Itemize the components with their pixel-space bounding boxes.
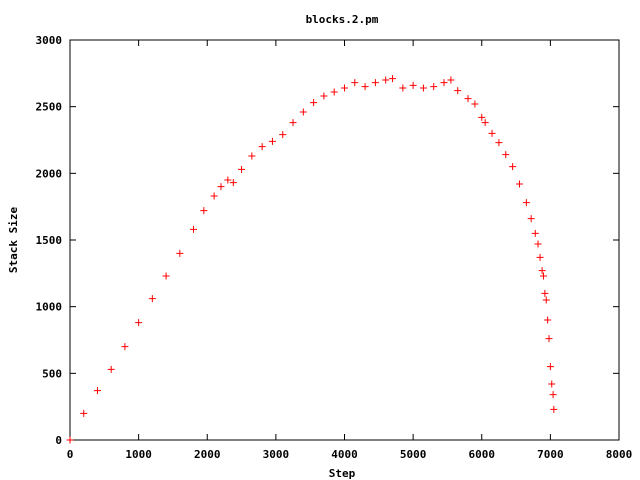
x-tick-label: 4000 [331, 448, 358, 461]
data-point [248, 152, 256, 160]
data-point [224, 176, 232, 184]
data-point [548, 380, 556, 388]
data-point [527, 215, 535, 223]
data-point [536, 253, 544, 261]
y-axis-label: Stack Size [7, 207, 20, 274]
data-point [540, 272, 548, 280]
data-point [361, 83, 369, 91]
x-tick-label: 7000 [537, 448, 564, 461]
data-point [541, 289, 549, 297]
data-point [531, 229, 539, 237]
y-tick-label: 500 [42, 367, 62, 380]
data-point [509, 163, 517, 171]
data-point [478, 113, 486, 121]
x-tick-label: 0 [67, 448, 74, 461]
data-point [310, 99, 318, 107]
data-point [279, 131, 287, 139]
axis-tick-labels: 0 1000 2000 3000 4000 5000 6000 7000 8000 0 500 100… [36, 34, 633, 461]
data-point [419, 84, 427, 92]
data-point [542, 296, 550, 304]
x-tick-label: 8000 [606, 448, 633, 461]
y-tick-label: 1500 [36, 234, 63, 247]
data-point [550, 405, 558, 413]
data-point [409, 81, 417, 89]
data-point [440, 79, 448, 87]
data-point [238, 165, 246, 173]
y-tick-label: 3000 [36, 34, 63, 47]
data-point [371, 79, 379, 87]
data-point [210, 192, 218, 200]
data-point [341, 84, 348, 92]
data-point [495, 139, 503, 147]
plot-area [69, 39, 620, 441]
chart-title: blocks.2.pm [306, 13, 379, 26]
data-point [176, 249, 184, 257]
plot-frame [69, 39, 620, 441]
data-point [200, 207, 208, 215]
x-tick-label: 6000 [469, 448, 496, 461]
data-point [471, 100, 479, 108]
x-tick-label: 2000 [194, 448, 221, 461]
data-point [258, 143, 266, 151]
data-point [320, 92, 328, 100]
data-point [534, 240, 542, 248]
data-point [454, 87, 462, 95]
data-point [430, 83, 438, 91]
x-tick-label: 1000 [125, 448, 152, 461]
data-point [351, 79, 359, 87]
data-point [549, 391, 557, 399]
data-point [522, 199, 530, 207]
x-axis-label: Step [329, 467, 356, 480]
data-point [135, 319, 143, 327]
data-point [399, 84, 407, 92]
data-point [299, 108, 307, 116]
x-tick-label: 3000 [263, 448, 290, 461]
y-tick-label: 1000 [36, 301, 63, 314]
data-point [382, 76, 390, 84]
data-point [389, 75, 397, 83]
data-point [289, 119, 297, 127]
data-point [502, 151, 510, 159]
data-point [66, 436, 74, 444]
data-point [80, 409, 88, 417]
data-point [545, 335, 553, 343]
x-tick-label: 5000 [400, 448, 427, 461]
data-point [538, 267, 546, 275]
data-point [148, 295, 156, 303]
data-point [488, 129, 496, 137]
data-point [217, 183, 225, 191]
y-tick-label: 2500 [36, 101, 63, 114]
data-point [330, 88, 338, 96]
data-point [447, 76, 455, 84]
y-tick-label: 0 [55, 434, 62, 447]
data-point [464, 95, 472, 103]
data-point [190, 225, 198, 233]
data-point [93, 387, 101, 395]
data-point [268, 137, 276, 145]
data-series [66, 75, 558, 444]
data-point [544, 316, 552, 324]
data-point [515, 180, 523, 188]
data-point [162, 272, 170, 280]
axis-ticks [69, 39, 620, 441]
data-point [229, 179, 237, 187]
data-point [546, 363, 554, 371]
data-point [121, 343, 129, 351]
data-point [481, 119, 489, 127]
data-point [107, 365, 115, 373]
y-tick-label: 2000 [36, 167, 63, 180]
